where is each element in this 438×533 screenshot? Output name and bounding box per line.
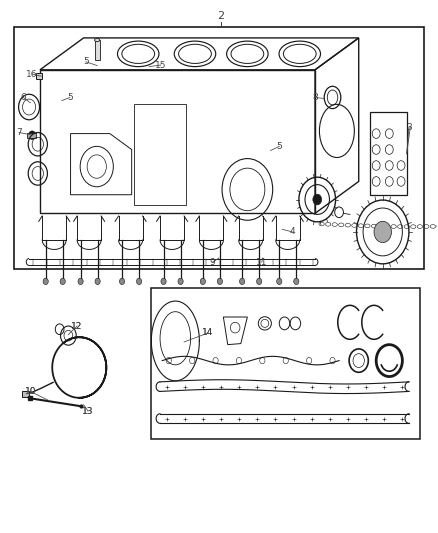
Text: 13: 13 <box>82 407 94 416</box>
Text: 16: 16 <box>26 70 38 78</box>
Bar <box>370 112 407 195</box>
Text: 3: 3 <box>406 123 412 132</box>
Bar <box>27 133 36 138</box>
Text: 12: 12 <box>71 321 83 330</box>
Bar <box>95 40 100 60</box>
Bar <box>36 73 42 79</box>
Text: 10: 10 <box>25 387 36 396</box>
Circle shape <box>277 278 282 285</box>
Bar <box>14 27 424 269</box>
Ellipse shape <box>95 38 100 42</box>
Text: 5: 5 <box>67 93 73 102</box>
Circle shape <box>200 278 205 285</box>
Circle shape <box>95 278 100 285</box>
Text: 13: 13 <box>82 407 94 416</box>
Circle shape <box>374 221 392 243</box>
Bar <box>151 288 420 439</box>
Circle shape <box>240 278 245 285</box>
Text: 6: 6 <box>21 93 26 102</box>
Circle shape <box>257 278 262 285</box>
Bar <box>21 391 28 397</box>
Text: 14: 14 <box>202 328 214 337</box>
Circle shape <box>161 278 166 285</box>
Circle shape <box>137 278 142 285</box>
Text: 7: 7 <box>16 128 22 137</box>
Text: 14: 14 <box>202 328 214 337</box>
Circle shape <box>28 131 35 140</box>
Circle shape <box>178 278 183 285</box>
Circle shape <box>217 278 223 285</box>
Circle shape <box>313 194 321 205</box>
Circle shape <box>120 278 125 285</box>
Text: 15: 15 <box>155 61 167 69</box>
Circle shape <box>60 278 65 285</box>
Circle shape <box>78 278 83 285</box>
Text: 12: 12 <box>71 321 83 330</box>
Circle shape <box>293 278 299 285</box>
Text: 8: 8 <box>312 93 318 102</box>
Text: 5: 5 <box>83 58 89 66</box>
Circle shape <box>43 278 48 285</box>
Text: 11: 11 <box>256 258 268 266</box>
Text: 5: 5 <box>276 142 282 151</box>
Text: 2: 2 <box>218 11 225 21</box>
Text: 4: 4 <box>290 228 295 237</box>
Bar <box>134 104 186 205</box>
Text: 10: 10 <box>25 387 36 396</box>
Text: 9: 9 <box>209 258 215 266</box>
